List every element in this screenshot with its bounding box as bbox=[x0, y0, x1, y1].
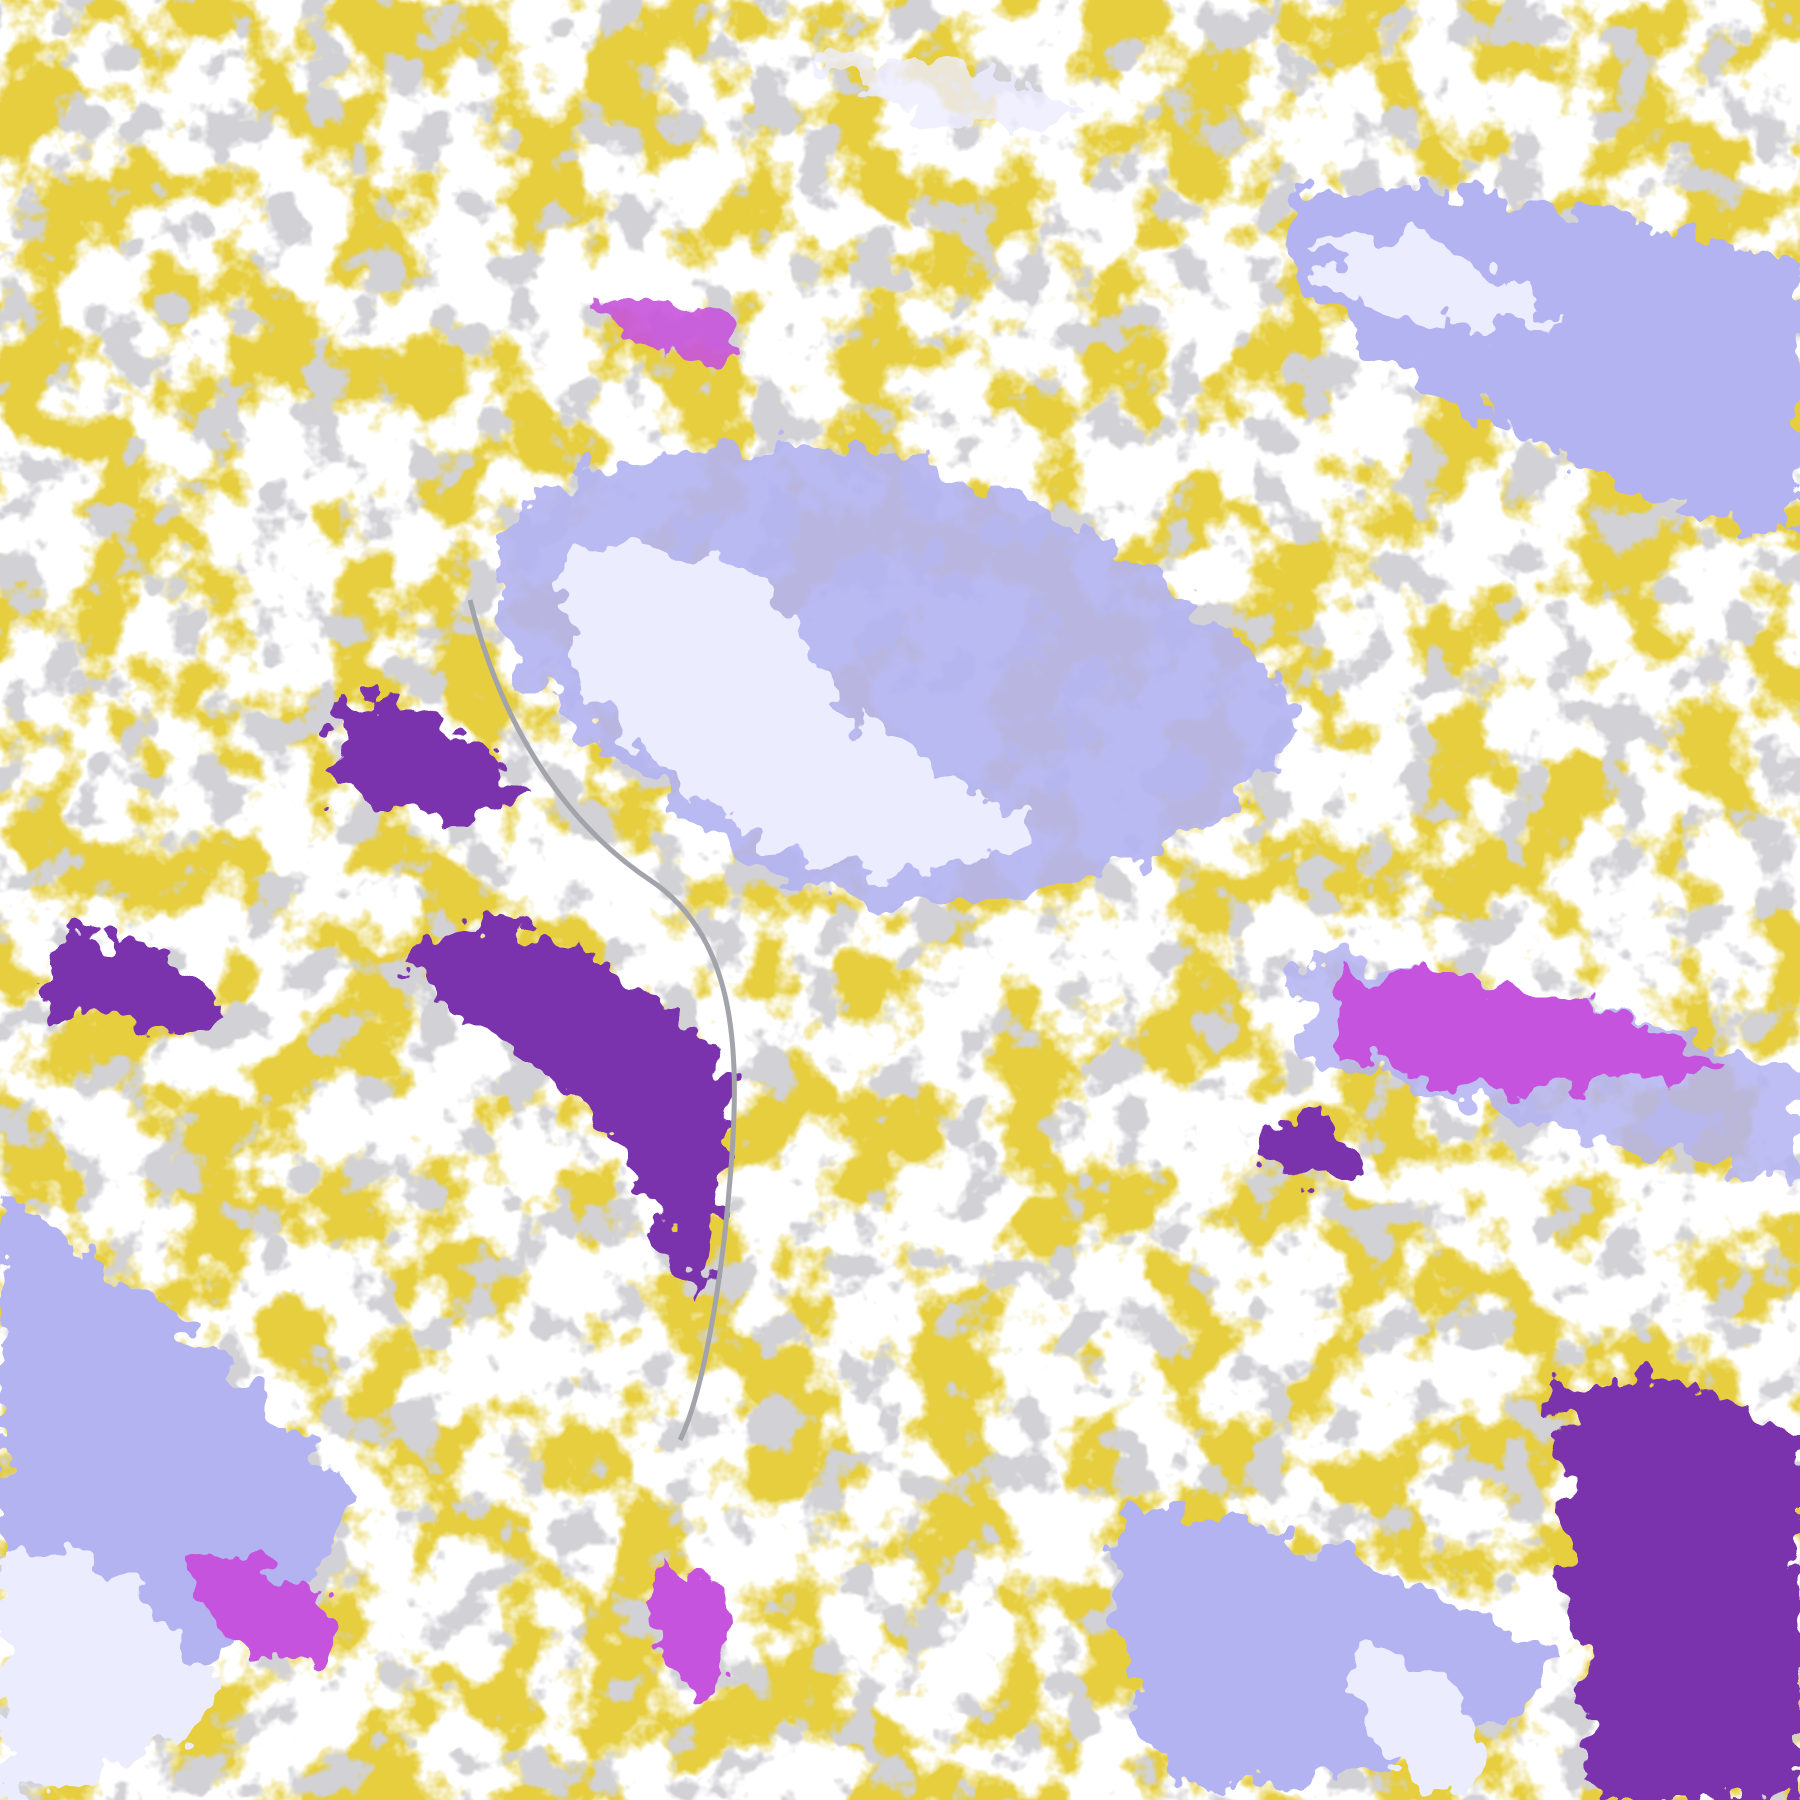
cloud-core-center bbox=[560, 544, 1040, 870]
magenta-southwest bbox=[180, 1554, 340, 1660]
purple-region-southeast bbox=[1560, 1374, 1800, 1800]
purple-region-far-west bbox=[40, 934, 220, 1031]
purple-region-west bbox=[400, 920, 729, 1300]
river-line bbox=[467, 599, 737, 1442]
cloud-core-southwest bbox=[0, 1540, 220, 1800]
cloud-core-southeast bbox=[1356, 1640, 1484, 1790]
magenta-south bbox=[658, 1560, 728, 1704]
river bbox=[467, 599, 737, 1442]
cloud-core-northeast bbox=[1320, 234, 1560, 329]
purple-layer bbox=[40, 298, 1800, 1800]
cloud-layer bbox=[0, 54, 1800, 1800]
purple-region-west-2 bbox=[330, 698, 520, 818]
magenta-band-east bbox=[1340, 974, 1720, 1090]
magenta-band-north bbox=[600, 298, 740, 358]
purple-region-east bbox=[1260, 1118, 1360, 1188]
cloud-north bbox=[820, 54, 1080, 128]
